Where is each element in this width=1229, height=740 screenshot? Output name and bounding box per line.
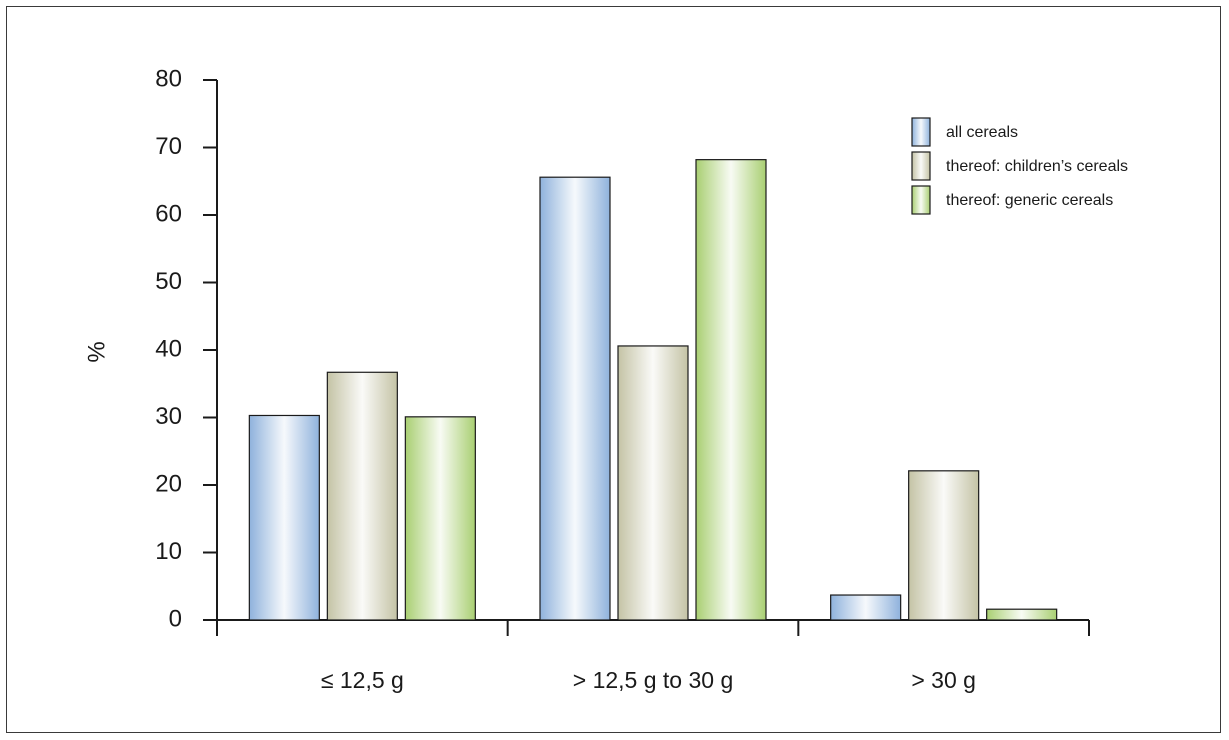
legend-label: thereof: children’s cereals <box>946 158 1128 175</box>
legend: all cereals thereof: children’s cereals th… <box>911 117 1128 215</box>
y-tick-label: 70 <box>155 133 182 160</box>
y-tick-label: 30 <box>155 403 182 430</box>
x-ticks: ≤ 12,5 g > 12,5 g to 30 g > 30 g <box>216 620 1090 693</box>
x-tick-label: ≤ 12,5 g <box>321 667 404 693</box>
legend-swatch <box>911 117 931 147</box>
bar <box>617 345 689 621</box>
y-tick-label: 40 <box>155 335 182 362</box>
y-tick-label: 20 <box>155 470 182 497</box>
y-tick-label: 10 <box>155 538 182 565</box>
y-tick-label: 80 <box>155 65 182 92</box>
x-tick-label: > 30 g <box>911 667 976 693</box>
bars <box>248 159 1058 621</box>
y-tick-label: 60 <box>155 200 182 227</box>
x-tick-label: > 12,5 g to 30 g <box>573 667 734 693</box>
bar <box>695 159 767 621</box>
legend-swatch <box>911 185 931 215</box>
legend-swatch <box>911 151 931 181</box>
y-tick-label: 50 <box>155 268 182 295</box>
y-axis-label: % <box>83 341 110 362</box>
y-ticks: 0 10 20 30 40 50 60 70 80 <box>155 65 217 632</box>
bar <box>539 176 611 621</box>
legend-label: thereof: generic cereals <box>946 192 1113 209</box>
bar <box>248 414 320 621</box>
y-tick-label: 0 <box>169 605 182 632</box>
bar <box>986 608 1058 621</box>
bar <box>830 594 902 621</box>
bar <box>404 416 476 621</box>
legend-label: all cereals <box>946 124 1018 141</box>
bar <box>908 470 980 621</box>
bar <box>326 371 398 621</box>
